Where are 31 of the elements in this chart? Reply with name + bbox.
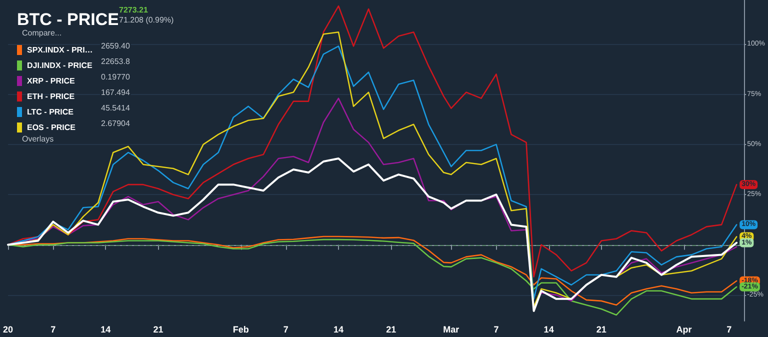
x-tick-label: 14 bbox=[100, 324, 111, 334]
annotation: 71.208 (0.99%) bbox=[119, 16, 174, 24]
x-tick-label: 21 bbox=[596, 324, 606, 334]
x-tick-label: 14 bbox=[333, 324, 344, 334]
legend-label: DJI.INDX - PRICE bbox=[27, 61, 94, 70]
annotation: 2659.40 bbox=[101, 42, 130, 50]
annotation: 22653.8 bbox=[101, 57, 130, 66]
x-tick-label: 21 bbox=[386, 324, 396, 334]
x-tick-label: 7 bbox=[283, 324, 288, 334]
legend-label: SPX.INDX - PRI… bbox=[27, 46, 93, 54]
annotation: 45.5414 bbox=[101, 104, 130, 112]
legend-label: XRP - PRICE bbox=[27, 76, 76, 86]
x-tick-label: Apr bbox=[676, 324, 692, 334]
legend-label: LTC - PRICE bbox=[27, 108, 74, 116]
annotation: Overlays bbox=[22, 134, 54, 144]
legend-label: EOS - PRICE bbox=[27, 123, 76, 132]
x-tick-label: 21 bbox=[153, 324, 164, 334]
x-tick-label: Feb bbox=[232, 324, 250, 334]
x-tick-label: 7 bbox=[726, 324, 732, 334]
x-tick-label: Mar bbox=[443, 324, 460, 334]
x-tick-label: 20 bbox=[3, 324, 14, 334]
annotation: 0.19770 bbox=[101, 72, 130, 82]
x-tick-label: 7 bbox=[494, 324, 499, 334]
annotation: 7273.21 bbox=[119, 6, 148, 14]
text: BTC - PRICE bbox=[17, 10, 119, 29]
legend-label: ETH - PRICE bbox=[27, 92, 76, 101]
x-tick-label: 14 bbox=[544, 324, 554, 334]
annotation: Compare... bbox=[22, 28, 62, 38]
x-tick-label: 7 bbox=[50, 324, 56, 334]
annotation: 167.494 bbox=[101, 88, 130, 97]
annotation: 2.67904 bbox=[101, 119, 130, 128]
